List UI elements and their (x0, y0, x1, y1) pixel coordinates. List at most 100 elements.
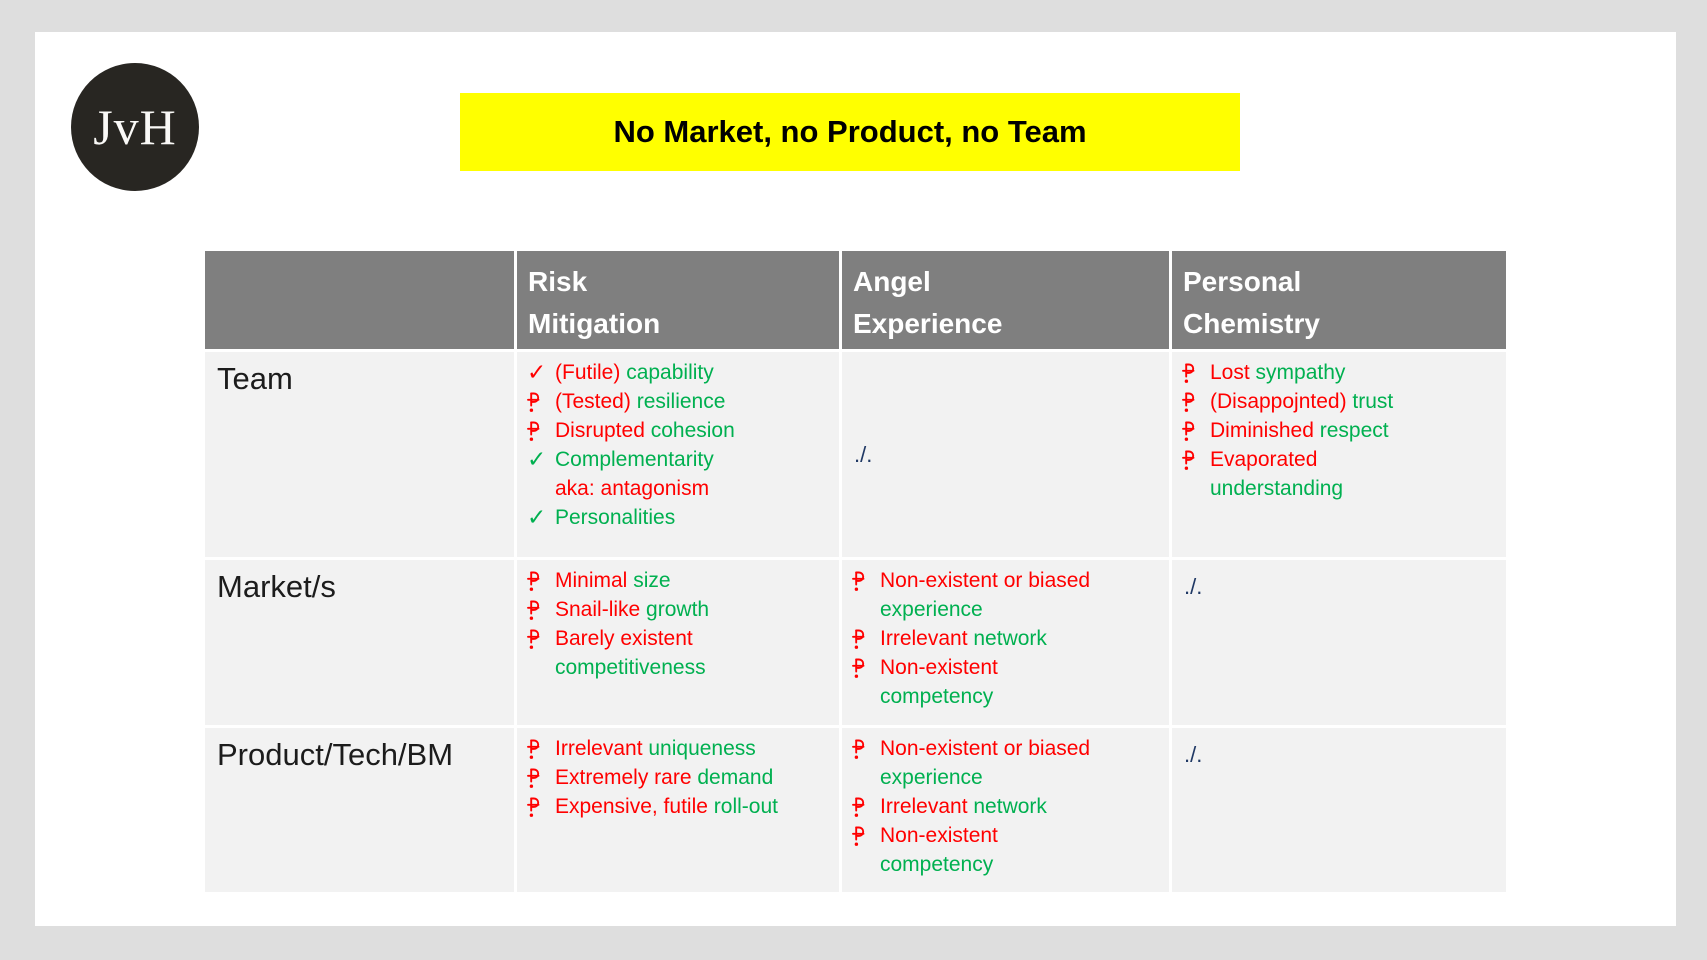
text-segment: Non-existent (880, 824, 998, 847)
item-text: Minimal size (555, 566, 839, 595)
item-text: (Disappojnted) trust (1210, 387, 1506, 416)
text-segment: (Tested) (555, 390, 637, 413)
text-segment: Non-existent or biased (880, 737, 1091, 760)
text-segment: Lost (1210, 361, 1256, 384)
text-segment: resilience (636, 390, 726, 413)
struck-p-bullet-icon (517, 792, 555, 818)
cell-market-s-angel-experience: Non-existent or biased experience Irreleva… (842, 560, 1169, 725)
list-item: Irrelevant uniqueness (517, 734, 839, 763)
header-cell-empty (205, 251, 514, 349)
slide-title-banner: No Market, no Product, no Team (460, 93, 1240, 171)
struck-p-bullet-icon (842, 566, 880, 592)
struck-p-bullet-icon (517, 387, 555, 413)
list-item: Evaporated understanding (1172, 445, 1506, 503)
cell-team-risk-mitigation: ✓ (Futile) capability (Tested) resilience D… (517, 352, 839, 557)
text-segment: Personalities (555, 506, 676, 529)
item-text: Complementarity aka: antagonism (555, 445, 839, 503)
check-icon: ✓ (527, 504, 547, 530)
item-text: Non-existent competency (880, 821, 1169, 879)
list-item: Snail-like growth (517, 595, 839, 624)
list-item: Lost sympathy (1172, 358, 1506, 387)
list-item: Irrelevant network (842, 792, 1169, 821)
text-segment: competitiveness (555, 656, 706, 679)
list-item: Non-existent competency (842, 821, 1169, 879)
item-text: Evaporated understanding (1210, 445, 1506, 503)
text-segment: capability (626, 361, 714, 384)
text-segment: Evaporated (1210, 448, 1318, 471)
text-segment: network (973, 627, 1047, 650)
text-segment: Disrupted (555, 419, 651, 442)
item-text: Disrupted cohesion (555, 416, 839, 445)
jvh-logo-text: JvH (93, 99, 177, 155)
text-segment: Irrelevant (555, 737, 649, 760)
not-applicable-marker: ./. (1184, 742, 1203, 767)
text-segment: uniqueness (648, 737, 756, 760)
list-item: ✓ Personalities (517, 503, 839, 532)
list-item: Irrelevant network (842, 624, 1169, 653)
jvh-logo: JvH (71, 63, 199, 191)
list-item: Diminished respect (1172, 416, 1506, 445)
struck-p-bullet-icon (517, 763, 555, 789)
list-item: ✓ (Futile) capability (517, 358, 839, 387)
row-label-team: Team (205, 352, 514, 557)
header-cell-risk-mitigation: Risk Mitigation (517, 251, 839, 349)
row-label-product-tech-bm: Product/Tech/BM (205, 728, 514, 892)
header-cell-personal-chemistry: Personal Chemistry (1172, 251, 1506, 349)
text-segment: sympathy (1255, 361, 1346, 384)
cell-team-angel-experience: ./. (842, 352, 1169, 557)
item-text: Extremely rare demand (555, 763, 839, 792)
text-segment: Complementarity (555, 448, 714, 471)
text-segment: Irrelevant (880, 795, 974, 818)
item-text: Irrelevant network (880, 792, 1169, 821)
cell-product-tech-bm-angel-experience: Non-existent or biased experience Irreleva… (842, 728, 1169, 892)
text-segment: cohesion (650, 419, 735, 442)
item-text: Expensive, futile roll-out (555, 792, 839, 821)
item-text: (Tested) resilience (555, 387, 839, 416)
text-segment: competency (880, 853, 994, 876)
struck-p-bullet-icon (517, 416, 555, 442)
list-item: Minimal size (517, 566, 839, 595)
list-item: Non-existent or biased experience (842, 566, 1169, 624)
struck-p-bullet-icon (842, 734, 880, 760)
not-applicable-marker: ./. (1184, 574, 1203, 599)
text-segment: Expensive, futile (555, 795, 714, 818)
text-segment: Barely existent (555, 627, 693, 650)
check-icon: ✓ (527, 446, 547, 472)
header-cell-angel-experience: Angel Experience (842, 251, 1169, 349)
text-segment: size (633, 569, 671, 592)
item-text: Non-existent competency (880, 653, 1169, 711)
item-text: Irrelevant network (880, 624, 1169, 653)
text-segment: growth (646, 598, 710, 621)
cell-team-personal-chemistry: Lost sympathy (Disappojnted) trust Diminis… (1172, 352, 1506, 557)
text-segment: respect (1319, 419, 1389, 442)
item-text: (Futile) capability (555, 358, 839, 387)
cell-product-tech-bm-personal-chemistry: ./. (1172, 728, 1506, 892)
item-text: Non-existent or biased experience (880, 566, 1169, 624)
text-segment: Non-existent (880, 656, 998, 679)
text-segment: trust (1352, 390, 1394, 413)
list-item: Barely existent competitiveness (517, 624, 839, 682)
text-segment: Diminished (1210, 419, 1320, 442)
cell-product-tech-bm-risk-mitigation: Irrelevant uniqueness Extremely rare dema… (517, 728, 839, 892)
text-segment: (Disappojnted) (1210, 390, 1353, 413)
list-item: (Tested) resilience (517, 387, 839, 416)
text-segment: Extremely rare (555, 766, 698, 789)
text-segment: aka: antagonism (555, 477, 710, 500)
list-item: Non-existent or biased experience (842, 734, 1169, 792)
text-segment: competency (880, 685, 994, 708)
text-segment: demand (697, 766, 774, 789)
check-icon: ✓ (527, 359, 547, 385)
text-segment: Minimal (555, 569, 634, 592)
item-text: Snail-like growth (555, 595, 839, 624)
list-item: (Disappojnted) trust (1172, 387, 1506, 416)
text-segment: roll-out (713, 795, 778, 818)
text-segment: understanding (1210, 477, 1344, 500)
struck-p-bullet-icon (517, 566, 555, 592)
text-segment: Snail-like (555, 598, 647, 621)
cell-market-s-risk-mitigation: Minimal size Snail-like growth Barely exis… (517, 560, 839, 725)
struck-p-bullet-icon (842, 624, 880, 650)
not-applicable-marker: ./. (854, 441, 873, 467)
struck-p-bullet-icon (517, 624, 555, 650)
list-item: Non-existent competency (842, 653, 1169, 711)
